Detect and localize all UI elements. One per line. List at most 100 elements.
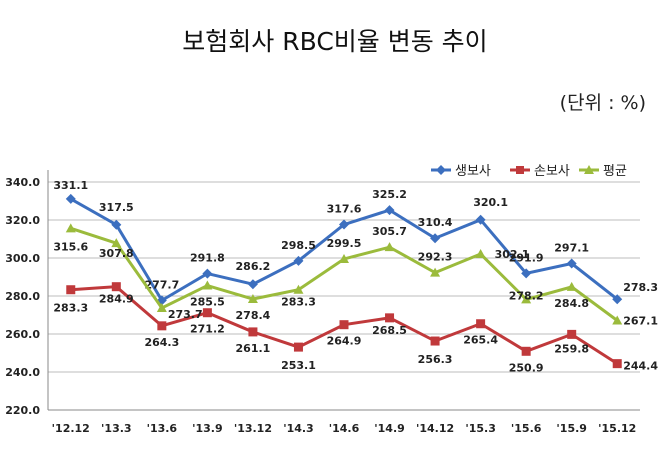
- legend-marker: [516, 166, 524, 174]
- data-label: 297.1: [554, 242, 589, 255]
- data-label: 283.3: [281, 296, 316, 309]
- y-tick-label: 320.0: [5, 214, 40, 227]
- y-tick-label: 300.0: [5, 252, 40, 265]
- data-label: 298.5: [281, 239, 316, 252]
- x-tick-label: '14.6: [329, 422, 360, 435]
- data-label: 264.3: [144, 336, 179, 349]
- data-label: 256.3: [418, 353, 453, 366]
- data-point: [293, 342, 303, 352]
- data-label: 325.2: [372, 188, 407, 201]
- data-label: 317.5: [99, 201, 134, 214]
- y-tick-label: 240.0: [5, 366, 40, 379]
- data-label: 244.4: [623, 360, 658, 373]
- chart-title: 보험회사 RBC비율 변동 추이: [182, 27, 488, 56]
- data-point: [521, 346, 531, 356]
- data-point: [566, 258, 577, 269]
- data-point: [612, 315, 623, 325]
- data-label: 310.4: [418, 216, 453, 229]
- data-point: [248, 327, 258, 337]
- x-tick-label: '14.9: [374, 422, 405, 435]
- data-label: 285.5: [190, 296, 225, 309]
- data-label: 250.9: [509, 361, 544, 374]
- data-point: [430, 336, 440, 346]
- data-label: 264.9: [327, 335, 362, 348]
- data-point: [521, 268, 532, 279]
- y-tick-label: 280.0: [5, 290, 40, 303]
- data-point: [293, 284, 304, 294]
- legend-label: 손보사: [534, 164, 570, 179]
- data-point: [65, 223, 76, 233]
- data-point: [430, 267, 441, 277]
- data-label: 284.9: [99, 293, 134, 306]
- data-label: 291.8: [190, 252, 225, 265]
- x-tick-label: '13.6: [147, 422, 178, 435]
- data-label: 268.5: [372, 324, 407, 337]
- data-point: [111, 238, 122, 248]
- data-label: 284.8: [554, 297, 589, 310]
- data-point: [612, 359, 622, 369]
- x-tick-label: '15.9: [556, 422, 587, 435]
- data-label: 315.6: [53, 240, 88, 253]
- x-tick-label: '13.3: [101, 422, 132, 435]
- x-tick-label: '15.12: [598, 422, 636, 435]
- y-tick-label: 260.0: [5, 328, 40, 341]
- data-point: [521, 294, 532, 304]
- data-point: [385, 313, 395, 323]
- legend-label: 평균: [603, 164, 627, 179]
- data-point: [111, 219, 122, 230]
- data-label: 278.4: [236, 309, 271, 322]
- data-point: [202, 308, 212, 318]
- data-point: [339, 320, 349, 330]
- data-label: 259.8: [554, 342, 589, 355]
- data-label: 302.1: [495, 248, 530, 261]
- data-point: [384, 242, 395, 252]
- data-label: 261.1: [236, 342, 271, 355]
- data-label: 320.1: [473, 196, 508, 209]
- x-tick-label: '12.12: [52, 422, 90, 435]
- data-label: 305.7: [372, 225, 407, 238]
- data-label: 307.8: [99, 247, 134, 260]
- data-point: [612, 294, 623, 305]
- unit-note: (단위 : %): [559, 92, 646, 114]
- data-point: [202, 280, 213, 290]
- x-tick-label: '15.3: [465, 422, 496, 435]
- x-tick-label: '14.3: [283, 422, 314, 435]
- data-point: [476, 319, 486, 329]
- data-point: [339, 253, 349, 263]
- data-point: [65, 193, 76, 204]
- data-point: [157, 321, 167, 331]
- legend-label: 생보사: [455, 164, 491, 179]
- data-label: 267.1: [623, 315, 658, 328]
- data-point: [247, 294, 258, 304]
- data-label: 317.6: [327, 203, 362, 216]
- data-label: 265.4: [463, 334, 498, 347]
- data-point: [156, 302, 167, 312]
- x-tick-label: '13.9: [192, 422, 223, 435]
- legend-marker: [584, 165, 594, 174]
- data-point: [339, 219, 349, 230]
- data-point: [475, 214, 486, 225]
- data-label: 331.1: [53, 179, 88, 192]
- data-label: 278.3: [623, 281, 658, 294]
- x-tick-label: '15.6: [511, 422, 542, 435]
- data-label: 273.7: [168, 308, 203, 321]
- y-tick-label: 220.0: [5, 404, 40, 417]
- data-label: 277.7: [144, 278, 179, 291]
- data-point: [66, 285, 76, 295]
- data-label: 286.2: [236, 260, 271, 273]
- data-point: [566, 281, 577, 291]
- x-tick-label: '14.12: [416, 422, 454, 435]
- data-point: [430, 233, 441, 244]
- data-point: [567, 329, 577, 339]
- y-tick-label: 340.0: [5, 176, 40, 189]
- data-point: [202, 268, 213, 279]
- legend-marker: [436, 165, 446, 175]
- data-point: [384, 205, 395, 216]
- data-label: 291.9: [509, 251, 544, 264]
- data-point: [293, 255, 304, 266]
- data-point: [247, 279, 258, 290]
- data-label: 292.3: [418, 251, 453, 264]
- x-tick-label: '13.12: [234, 422, 272, 435]
- data-point: [111, 282, 121, 292]
